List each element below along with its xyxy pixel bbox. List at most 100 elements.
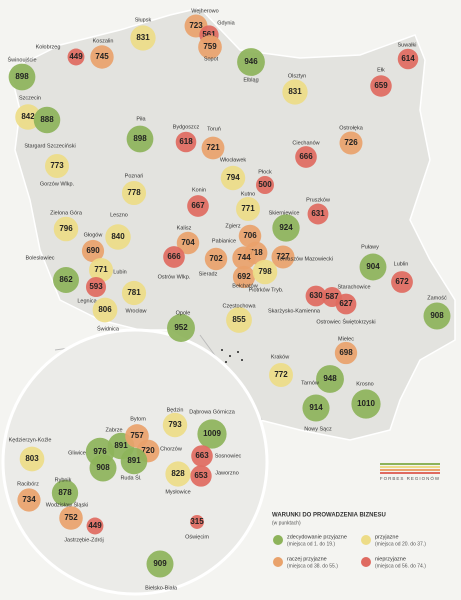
city-name: Elbląg [243,77,258,83]
city-value: 745 [95,52,109,61]
city-name: Jastrzębie-Zdrój [64,537,103,543]
city-value: 976 [93,447,107,456]
city-value: 666 [299,152,313,161]
city-name: Zamość [427,295,447,301]
city-value: 718 [249,248,263,257]
brand-stripes [380,463,440,474]
city-name: Oświęcim [185,534,209,540]
city-bubble [67,48,85,66]
city-bubble [201,136,225,160]
city-bubble [86,517,104,535]
city-bubble [163,246,185,268]
city-name: Lubin [113,269,126,275]
city-name: Lublin [394,261,409,267]
city-bubble [236,197,260,221]
city-value: 759 [203,42,217,51]
city-name: Zielona Góra [50,210,83,216]
city-name: Ciechanów [292,140,319,146]
city-value: 720 [141,446,155,455]
city-value: 631 [311,209,325,218]
city-value: 726 [344,138,358,147]
city-bubble [89,258,113,282]
city-name: Kalisz [177,225,192,231]
city-value: 618 [179,137,193,146]
city-bubble [105,224,131,250]
city-value: 692 [237,272,251,281]
city-bubble [19,446,45,472]
city-bubble [33,106,61,134]
city-bubble [165,461,191,487]
city-name: Gorzów Wlkp. [40,181,75,187]
city-value: 587 [325,292,339,301]
city-name: Krosno [356,381,373,387]
city-value: 924 [279,223,293,232]
city-bubble [307,203,329,225]
city-value: 706 [243,231,257,240]
city-name: Pruszków [306,197,330,203]
city-name: Wejherowo [191,8,218,14]
city-bubble [359,253,387,281]
city-bubble [391,271,413,293]
legend-swatch [273,557,283,567]
city-name: Pabianice [212,238,236,244]
city-value: 771 [94,265,108,274]
city-bubble [256,176,274,194]
city-value: 842 [21,112,35,121]
city-bubble [187,195,209,217]
city-name: Poznań [125,173,144,179]
city-value: 704 [181,238,195,247]
legend-title: WARUNKI DO PROWADZENIA BIZNESU [272,513,386,519]
city-name: Racibórz [17,481,39,487]
city-value: 798 [258,267,272,276]
city-name: Stargard Szczeciński [24,143,75,149]
legend-label: zdecydowanie przyjazne [287,534,347,540]
city-name: Głogów [84,232,103,238]
city-value: 831 [288,87,302,96]
city-bubble [175,131,197,153]
city-name: Gliwice [68,450,86,456]
city-value: 806 [98,305,112,314]
city-value: 840 [111,232,125,241]
city-value: 914 [309,403,323,412]
city-value: 734 [22,495,36,504]
city-name: Suwałki [398,42,417,48]
city-name: Sopot [204,56,219,62]
city-value: 946 [244,57,258,66]
city-bubble [282,79,308,105]
city-bubble [190,465,212,487]
city-bubble [162,412,188,438]
city-value: 449 [88,521,102,530]
city-name: Starachowice [337,284,370,290]
city-value: 888 [40,115,54,124]
city-value: 831 [136,33,150,42]
city-value: 793 [168,420,182,429]
city-name: Legnica [77,298,97,304]
city-bubble [85,276,107,298]
city-name: Wrocław [126,308,147,314]
city-name: Skarżysko-Kamienna [268,308,321,314]
city-bubble [53,267,79,293]
city-value: 690 [86,246,100,255]
city-name: Ełk [377,67,385,73]
city-value: 315 [190,517,204,526]
city-name: Będzin [167,407,184,413]
city-value: 1009 [203,429,221,438]
city-name: Częstochowa [222,303,256,309]
city-name: Tarnów [301,380,319,386]
city-value: 828 [171,469,185,478]
legend-unit: (w punktach) [272,520,301,526]
city-bubble [90,45,114,69]
city-value: 727 [276,252,290,261]
city-bubble [167,314,195,342]
city-value: 891 [114,441,128,450]
city-value: 561 [202,30,216,39]
city-name: Leszno [110,212,128,218]
city-bubble [53,216,79,242]
city-bubble [146,550,174,578]
legend-swatch [273,535,283,545]
city-bubble [8,63,36,91]
city-bubble [120,447,148,475]
city-bubble [423,302,451,330]
city-bubble [339,131,363,155]
